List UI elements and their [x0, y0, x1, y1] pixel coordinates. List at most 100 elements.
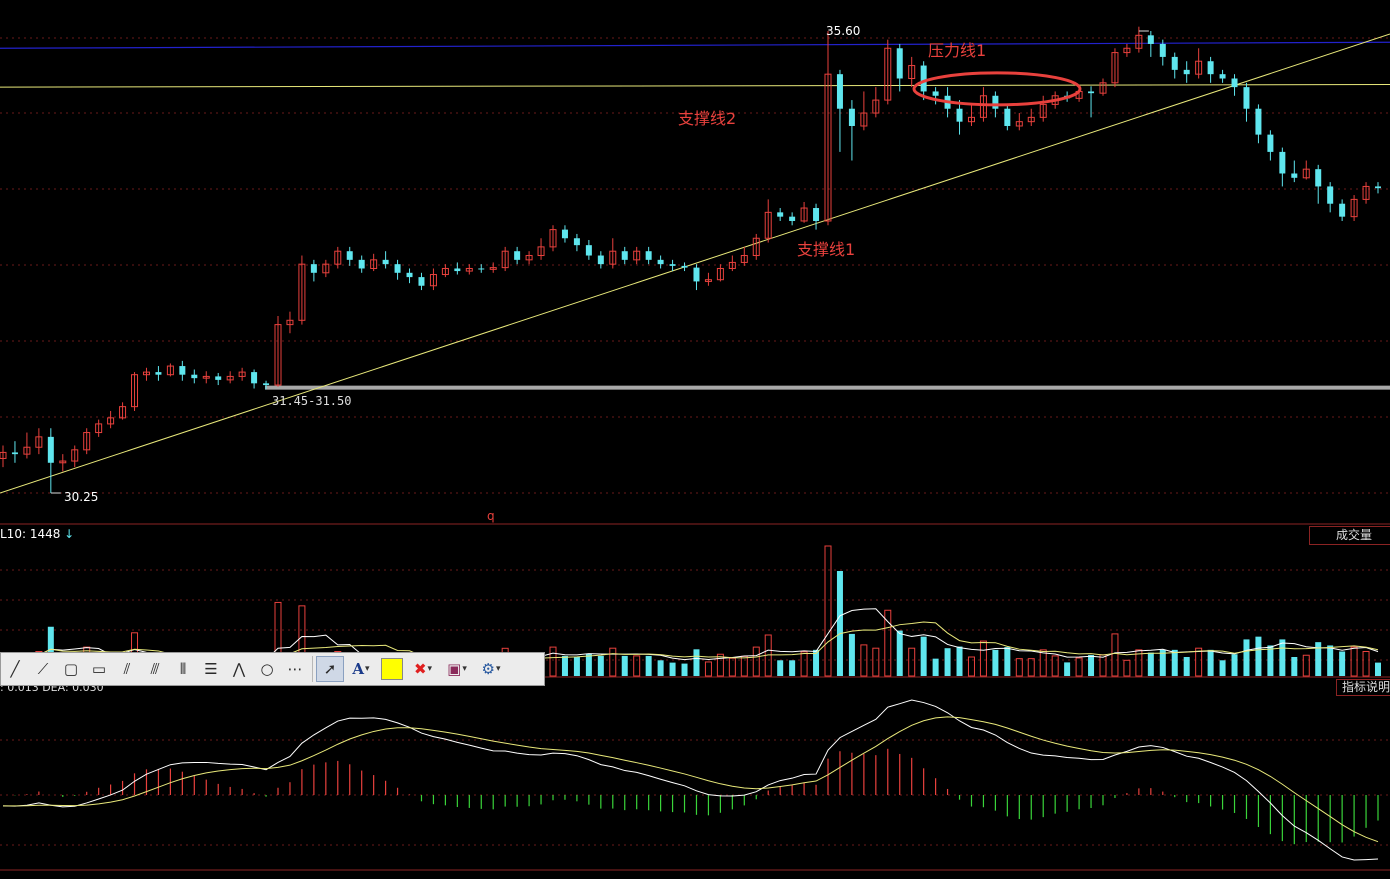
- volume-bar: [1111, 633, 1119, 677]
- candle-body: [406, 272, 413, 278]
- volume-bar: [1207, 649, 1214, 676]
- candle-body: [657, 259, 664, 265]
- candle-body: [1147, 35, 1154, 44]
- candle-body: [740, 255, 748, 263]
- vlines-tool-icon[interactable]: ⦀: [179, 660, 187, 678]
- candle-body: [131, 374, 139, 408]
- candle-body: [394, 264, 401, 273]
- candle-body: [967, 116, 975, 123]
- volume-bar: [1195, 647, 1203, 677]
- candle-body: [47, 436, 54, 463]
- candle-body: [334, 250, 342, 265]
- candle-body: [764, 211, 772, 239]
- rect-tool-icon[interactable]: ▢: [63, 660, 79, 678]
- volume-bar: [1339, 651, 1346, 676]
- high-price-label: 35.60: [826, 24, 861, 38]
- line-tool-icon[interactable]: ╱: [10, 660, 20, 678]
- candle-body: [824, 73, 832, 222]
- candle-body: [202, 375, 210, 379]
- candle-body: [597, 255, 604, 265]
- volume-bar: [704, 661, 712, 677]
- pressure-line-label: 压力线1: [928, 41, 987, 60]
- wave-tool-icon[interactable]: ⋀: [232, 660, 246, 678]
- candle-body: [107, 417, 115, 425]
- color-swatch[interactable]: [378, 656, 406, 682]
- volume-bar: [1123, 659, 1131, 677]
- volume-bar: [848, 633, 855, 676]
- candle-body: [800, 207, 808, 222]
- candle-body: [1267, 134, 1274, 152]
- candle-body: [979, 95, 987, 118]
- candle-body: [704, 279, 712, 282]
- circle-tool-icon[interactable]: ○: [260, 660, 274, 678]
- text-tool-icon[interactable]: A: [344, 656, 378, 682]
- volume-bar: [728, 657, 736, 677]
- volume-bar: [824, 545, 832, 677]
- fan-tool-icon[interactable]: ⫽: [123, 660, 131, 678]
- volume-bar: [1088, 655, 1095, 676]
- cursor-tool-icon[interactable]: ➚: [316, 656, 344, 682]
- volume-bar: [1375, 662, 1381, 676]
- candle-body: [251, 372, 258, 384]
- text-box-tool-icon[interactable]: ☰: [204, 660, 218, 678]
- volume-bar: [1183, 657, 1190, 676]
- candle-body: [23, 446, 31, 455]
- volume-bar: [1159, 649, 1166, 676]
- volume-ma-label: L10: 1448 ↓: [0, 527, 75, 541]
- candle-body: [11, 452, 18, 455]
- candle-body: [848, 108, 855, 126]
- candle-body: [1088, 91, 1095, 94]
- candle-body: [1015, 121, 1023, 127]
- candle-body: [429, 274, 437, 287]
- candle-body: [1255, 108, 1262, 135]
- candle-body: [35, 436, 43, 448]
- candle-body: [896, 48, 903, 79]
- indicator-info-button[interactable]: 指标说明: [1336, 679, 1390, 696]
- volume-bar: [1004, 647, 1011, 676]
- volume-bar: [47, 626, 54, 676]
- volume-bar: [1039, 649, 1047, 677]
- drawing-toolbar: ╱ ⟋ ▢ ▭ ⫽ ⫻ ⦀ ☰ ⋀ ○ ⋯ ➚ A ✖ ▣ ⚙: [0, 652, 545, 686]
- volume-bar: [908, 647, 916, 677]
- channel-tool-icon[interactable]: ▭: [91, 660, 107, 678]
- volume-bar: [657, 660, 664, 676]
- candle-body: [1099, 82, 1107, 94]
- volume-bar: [1362, 651, 1370, 677]
- candle-body: [992, 95, 999, 109]
- volume-bar: [1135, 649, 1143, 677]
- volume-bar: [669, 662, 676, 676]
- volume-bar: [1064, 662, 1071, 676]
- candle-body: [215, 376, 222, 380]
- candle-body: [142, 371, 150, 376]
- volume-title[interactable]: 成交量: [1309, 526, 1390, 545]
- candle-body: [346, 251, 353, 260]
- candle-body: [645, 251, 652, 260]
- volume-bar: [1231, 654, 1238, 676]
- volume-bar: [967, 656, 975, 677]
- candle-body: [263, 383, 270, 386]
- candle-body: [0, 451, 7, 459]
- candle-body: [418, 277, 425, 286]
- volume-bar: [920, 636, 927, 676]
- candle-body: [1362, 185, 1370, 200]
- candle-body: [1207, 61, 1214, 75]
- candle-body: [573, 238, 580, 246]
- parallel-tool-icon[interactable]: ⫻: [150, 660, 160, 678]
- hide-tool-icon[interactable]: ▣: [440, 656, 474, 682]
- candle-body: [561, 229, 568, 239]
- low-price-label: 30.25: [64, 490, 99, 504]
- volume-bar: [740, 655, 748, 677]
- volume-bar: [585, 653, 592, 676]
- settings-gear-icon[interactable]: ⚙: [474, 656, 508, 682]
- segment-tool-icon[interactable]: ⟋: [37, 660, 49, 678]
- arrow-down-icon: ↓: [60, 527, 75, 541]
- candle-body: [1231, 78, 1238, 88]
- volume-bar: [789, 660, 796, 676]
- support-line-2: [0, 84, 1390, 88]
- more-tool-icon[interactable]: ⋯: [287, 660, 303, 678]
- candle-body: [1219, 74, 1226, 79]
- delete-tool-icon[interactable]: ✖: [406, 656, 440, 682]
- volume-bar: [1327, 645, 1334, 676]
- volume-bar: [1051, 655, 1059, 677]
- support-line-1: [0, 33, 1390, 494]
